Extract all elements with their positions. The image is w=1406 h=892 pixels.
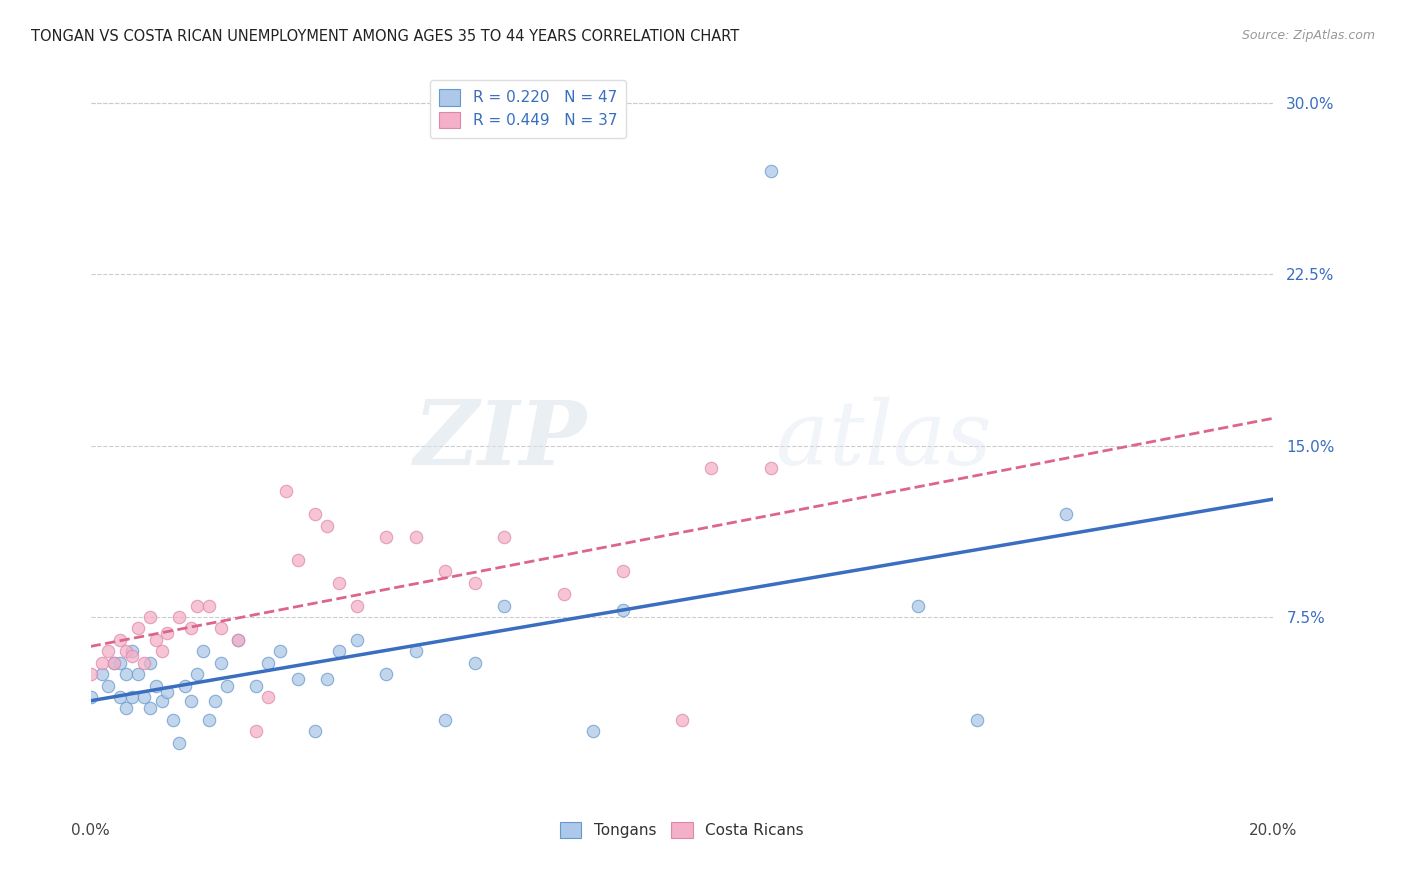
Point [169, 736, 191, 750]
Point [150, 644, 173, 658]
Text: TONGAN VS COSTA RICAN UNEMPLOYMENT AMONG AGES 35 TO 44 YEARS CORRELATION CHART: TONGAN VS COSTA RICAN UNEMPLOYMENT AMONG… [31, 29, 740, 44]
Point [287, 672, 309, 686]
Point [287, 553, 309, 567]
Point [156, 685, 179, 699]
Point [132, 656, 155, 670]
Point [328, 644, 350, 658]
Point [215, 678, 238, 692]
Point [700, 461, 723, 475]
Point [274, 484, 297, 499]
Point [127, 621, 149, 635]
Point [245, 724, 267, 739]
Point [186, 599, 208, 613]
Point [97, 644, 120, 658]
Point [464, 656, 486, 670]
Point [103, 656, 125, 670]
Point [464, 575, 486, 590]
Point [108, 632, 131, 647]
Point [121, 648, 143, 663]
Point [434, 564, 457, 578]
Point [180, 621, 202, 635]
Point [907, 599, 929, 613]
Point [209, 621, 232, 635]
Point [150, 694, 173, 708]
Point [198, 713, 221, 727]
Point [257, 656, 280, 670]
Point [759, 461, 782, 475]
Text: Source: ZipAtlas.com: Source: ZipAtlas.com [1241, 29, 1375, 42]
Point [156, 626, 179, 640]
Point [494, 530, 516, 544]
Point [79, 690, 101, 704]
Point [115, 701, 138, 715]
Point [966, 713, 988, 727]
Text: atlas: atlas [776, 396, 993, 483]
Point [174, 678, 197, 692]
Point [180, 694, 202, 708]
Point [198, 599, 221, 613]
Point [121, 690, 143, 704]
Point [108, 656, 131, 670]
Point [115, 644, 138, 658]
Point [245, 678, 267, 692]
Point [209, 656, 232, 670]
Point [346, 632, 368, 647]
Point [375, 667, 398, 681]
Point [582, 724, 605, 739]
Point [228, 632, 250, 647]
Point [671, 713, 693, 727]
Point [108, 690, 131, 704]
Point [91, 667, 114, 681]
Point [494, 599, 516, 613]
Point [228, 632, 250, 647]
Point [169, 610, 191, 624]
Point [316, 672, 339, 686]
Point [405, 530, 427, 544]
Point [138, 610, 160, 624]
Point [257, 690, 280, 704]
Point [115, 667, 138, 681]
Point [1054, 507, 1077, 521]
Point [316, 518, 339, 533]
Point [304, 507, 326, 521]
Point [375, 530, 398, 544]
Point [103, 656, 125, 670]
Point [612, 603, 634, 617]
Point [405, 644, 427, 658]
Point [145, 678, 167, 692]
Point [132, 690, 155, 704]
Point [145, 632, 167, 647]
Point [127, 667, 149, 681]
Point [612, 564, 634, 578]
Point [138, 656, 160, 670]
Point [138, 701, 160, 715]
Text: ZIP: ZIP [413, 397, 588, 483]
Point [759, 164, 782, 178]
Legend: Tongans, Costa Ricans: Tongans, Costa Ricans [554, 815, 810, 845]
Point [328, 575, 350, 590]
Point [79, 667, 101, 681]
Point [204, 694, 226, 708]
Point [162, 713, 184, 727]
Point [121, 644, 143, 658]
Point [186, 667, 208, 681]
Point [269, 644, 291, 658]
Point [434, 713, 457, 727]
Point [191, 644, 214, 658]
Point [553, 587, 575, 601]
Point [304, 724, 326, 739]
Point [346, 599, 368, 613]
Point [91, 656, 114, 670]
Point [97, 678, 120, 692]
